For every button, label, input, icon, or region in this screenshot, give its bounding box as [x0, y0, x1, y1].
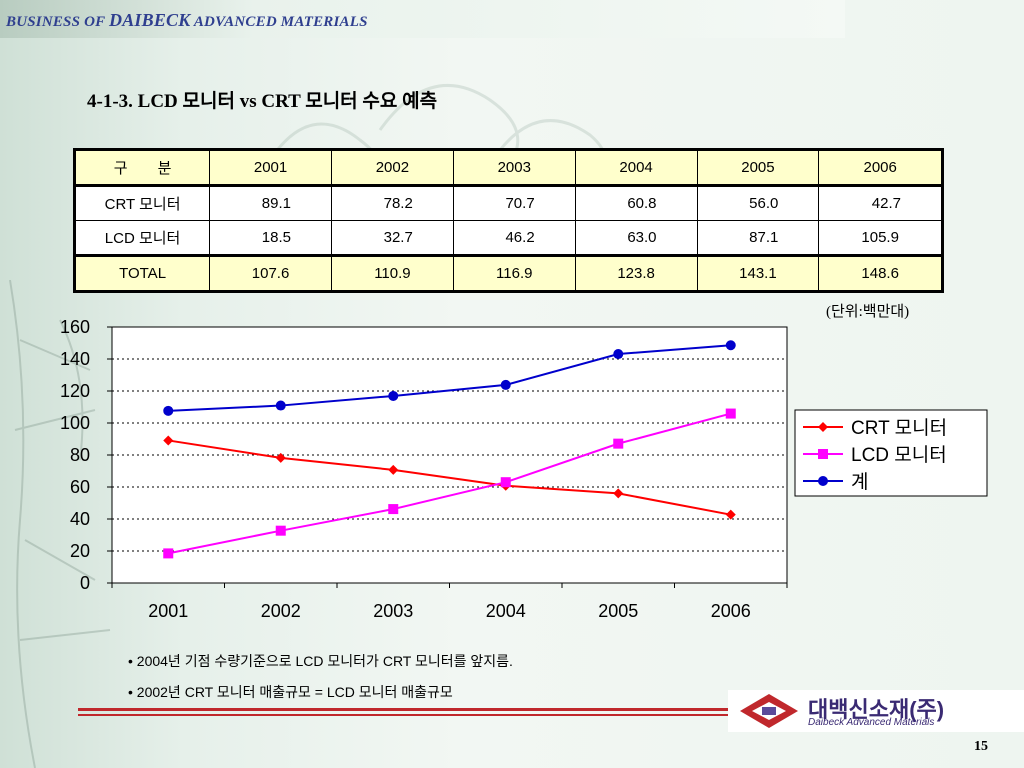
- legend-label: LCD 모니터: [851, 444, 947, 466]
- logo-mark-icon: [740, 694, 798, 728]
- table-cell: 70.7: [452, 185, 576, 221]
- data-point: [275, 525, 286, 536]
- data-point: [613, 488, 624, 499]
- legend-marker: [818, 476, 828, 486]
- table-cell: 60.8: [574, 185, 698, 221]
- data-point: [163, 405, 174, 416]
- table-cell: 107.6: [209, 254, 332, 292]
- notes-list: • 2004년 기점 수량기준으로 LCD 모니터가 CRT 모니터를 앞지름.…: [128, 646, 513, 708]
- table-cell: 32.7: [330, 220, 454, 256]
- table-header-cell: 2002: [330, 149, 454, 187]
- table-cell: 18.5: [209, 220, 332, 256]
- data-point: [163, 548, 174, 559]
- table-cell: 143.1: [696, 254, 820, 292]
- demand-line-chart: 0 20 40 60 80 100 120 140 160 2001 2002 2003 2004 200…: [60, 317, 988, 621]
- table-cell: 116.9: [452, 254, 576, 292]
- table-row: LCD 모니터 18.5 32.7 46.2 63.0 87.1 105.9: [73, 220, 943, 256]
- legend-label: CRT 모니터: [851, 417, 947, 439]
- table-cell: 78.2: [330, 185, 454, 221]
- y-tick-label: 160: [60, 317, 90, 337]
- table-cell: 87.1: [696, 220, 820, 256]
- table-cell: 110.9: [330, 254, 454, 292]
- logo-english-name: Daibeck Advanced Materials: [808, 717, 935, 728]
- note-item: • 2002년 CRT 모니터 매출규모 = LCD 모니터 매출규모: [128, 684, 453, 700]
- data-point: [275, 400, 286, 411]
- legend-marker: [818, 449, 828, 459]
- company-logo: 대백신소재(주) Daibeck Advanced Materials: [728, 690, 1024, 732]
- y-tick-label: 40: [70, 509, 90, 529]
- data-point: [500, 379, 511, 390]
- data-point: [388, 390, 399, 401]
- table-header-cell: 2006: [818, 149, 943, 187]
- series-line: [168, 439, 731, 516]
- data-point: [500, 477, 511, 488]
- header-part2: DAIBECK: [109, 10, 191, 30]
- y-tick-label: 80: [70, 445, 90, 465]
- table-header-cell: 구 분: [73, 149, 211, 187]
- x-tick-label: 2002: [261, 601, 301, 621]
- table-cell: 42.7: [818, 185, 943, 221]
- y-tick-label: 120: [60, 381, 90, 401]
- y-tick-label: 60: [70, 477, 90, 497]
- plot-area: [111, 326, 788, 584]
- table-header-cell: 2004: [574, 149, 698, 187]
- table-cell: 56.0: [696, 185, 820, 221]
- y-tick-label: 140: [60, 349, 90, 369]
- table-cell: 89.1: [209, 185, 332, 221]
- header-part3: ADVANCED MATERIALS: [190, 14, 368, 30]
- series-line: [168, 344, 731, 412]
- x-tick-label: 2001: [148, 601, 188, 621]
- x-tick-label: 2005: [598, 601, 638, 621]
- data-point: [613, 349, 624, 360]
- series-line: [168, 412, 732, 555]
- unit-label: (단위:백만대): [826, 304, 910, 320]
- x-tick-label: 2003: [373, 601, 413, 621]
- table-cell: TOTAL: [73, 254, 211, 292]
- data-point: [388, 504, 399, 515]
- data-point: [163, 435, 174, 446]
- table-cell: LCD 모니터: [73, 220, 211, 256]
- table-cell: CRT 모니터: [73, 185, 211, 221]
- demand-table: 구 분 2001 2002 2003 2004 2005 2006 CRT 모니…: [73, 148, 944, 293]
- legend-marker: [818, 422, 828, 432]
- y-tick-label: 0: [80, 573, 90, 593]
- table-header-cell: 2005: [696, 149, 820, 187]
- divider-line: [78, 714, 728, 716]
- x-tick-label: 2004: [486, 601, 526, 621]
- table-cell: 105.9: [818, 220, 943, 256]
- legend-label: 계: [851, 471, 868, 493]
- note-item: • 2004년 기점 수량기준으로 LCD 모니터가 CRT 모니터를 앞지름.: [128, 653, 513, 669]
- x-tick-label: 2006: [711, 601, 751, 621]
- logo-korean-name: 대백신소재(주): [808, 697, 945, 722]
- data-point: [725, 340, 736, 351]
- divider-line: [78, 708, 728, 711]
- table-header-cell: 2001: [209, 149, 332, 187]
- table-cell: 123.8: [574, 254, 698, 292]
- table-row: CRT 모니터 89.1 78.2 70.7 60.8 56.0 42.7: [73, 185, 943, 221]
- data-point: [613, 438, 624, 449]
- page-number: 15: [974, 739, 988, 754]
- header-title: BUSINESS OF DAIBECK ADVANCED MATERIALS: [6, 10, 368, 31]
- header-bar: BUSINESS OF DAIBECK ADVANCED MATERIALS: [0, 0, 845, 38]
- table-header-row: 구 분 2001 2002 2003 2004 2005 2006: [73, 149, 943, 187]
- table-cell: 46.2: [452, 220, 576, 256]
- slide-title: 4-1-3. LCD 모니터 vs CRT 모니터 수요 예측: [87, 91, 438, 112]
- data-point: [725, 509, 736, 520]
- header-part1: BUSINESS OF: [6, 14, 110, 30]
- data-point: [725, 408, 736, 419]
- table-cell: 63.0: [574, 220, 698, 256]
- table-cell: 148.6: [818, 254, 943, 292]
- data-point: [275, 452, 286, 463]
- data-point: [388, 464, 399, 475]
- table-header-cell: 2003: [452, 149, 576, 187]
- table-total-row: TOTAL 107.6 110.9 116.9 123.8 143.1 148.…: [73, 254, 943, 292]
- y-tick-label: 100: [60, 413, 90, 433]
- y-tick-label: 20: [70, 541, 90, 561]
- decorative-bamboo: [9, 280, 111, 768]
